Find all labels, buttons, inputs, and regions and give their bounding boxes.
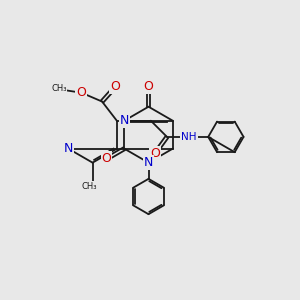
Text: NH: NH — [181, 132, 197, 142]
Text: O: O — [101, 152, 111, 166]
Text: N: N — [144, 156, 153, 169]
Text: N: N — [120, 114, 129, 127]
Text: N: N — [64, 142, 73, 155]
Text: O: O — [76, 86, 86, 99]
Text: O: O — [144, 80, 154, 93]
Text: CH₃: CH₃ — [81, 182, 97, 191]
Text: O: O — [150, 147, 160, 160]
Text: CH₃: CH₃ — [51, 84, 67, 93]
Text: O: O — [110, 80, 120, 93]
